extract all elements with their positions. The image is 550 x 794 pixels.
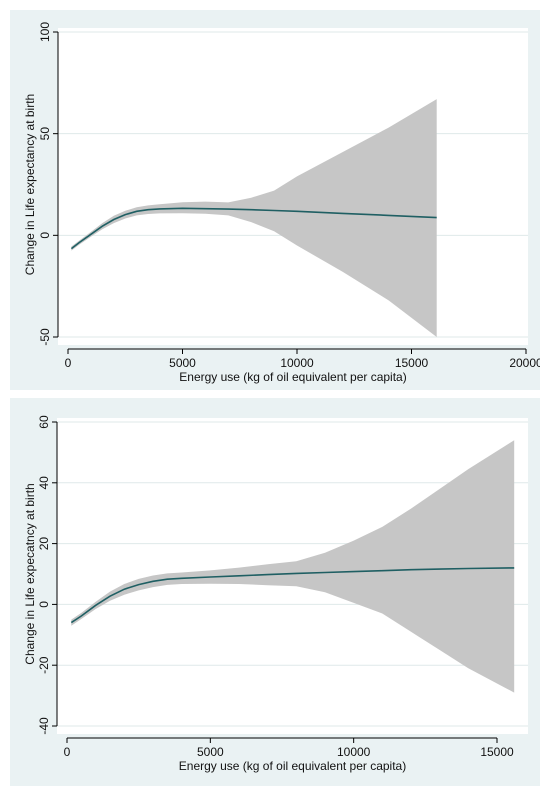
chart2-y-tick-label-4: 40: [37, 476, 51, 490]
chart2-y-tick-label-1: -20: [37, 656, 51, 674]
chart2-confidence-band: [71, 440, 515, 693]
chart-top: -50 0 50 100 0 5000 10000 15000 20000 Energy use …: [23, 22, 540, 384]
chart2-y-tick-label-2: 0: [37, 601, 51, 608]
chart-panel-top: -50 0 50 100 0 5000 10000 15000 20000 Energy use …: [10, 10, 540, 390]
chart1-confidence-band: [71, 99, 437, 337]
chart-panel-bottom: -40 -20 0 20 40 60 0 5000 10000 15000 Energy use (…: [10, 398, 540, 786]
chart1-x-tick-label-2: 10000: [280, 356, 314, 370]
chart1-y-tick-label-2: 50: [38, 127, 52, 141]
chart1-y-axis-title: Change in Life expectancy at birth: [23, 94, 37, 275]
chart-bottom: -40 -20 0 20 40 60 0 5000 10000 15000 Energy use (…: [23, 415, 528, 773]
chart2-y-tick-label-0: -40: [37, 717, 51, 735]
chart2-x-tick-label-0: 0: [64, 745, 71, 759]
chart1-y-tick-label-3: 100: [38, 22, 52, 42]
chart1-x-axis-title: Energy use (kg of oil equivalent per cap…: [179, 370, 406, 384]
chart2-x-tick-label-2: 10000: [337, 745, 371, 759]
chart1-y-tick-label-0: -50: [38, 328, 52, 346]
chart1-fitted-line: [70, 207, 437, 250]
chart1-x-tick-label-3: 15000: [395, 356, 429, 370]
chart2-y-tick-label-3: 20: [37, 537, 51, 551]
chart2-x-tick-label-1: 5000: [197, 745, 224, 759]
chart2-y-tick-label-5: 60: [37, 415, 51, 429]
chart2-fitted-line: [70, 567, 515, 624]
chart1-x-tick-label-4: 20000: [509, 356, 540, 370]
chart2-x-tick-label-3: 15000: [480, 745, 514, 759]
chart2-x-axis-title: Energy use (kg of oil equivalent per cap…: [179, 759, 406, 773]
chart2-y-axis-title: Change in Life expecatncy at birth: [23, 483, 37, 664]
chart1-x-tick-label-1: 5000: [169, 356, 196, 370]
chart1-x-tick-label-0: 0: [65, 356, 72, 370]
chart1-y-tick-label-1: 0: [38, 232, 52, 239]
